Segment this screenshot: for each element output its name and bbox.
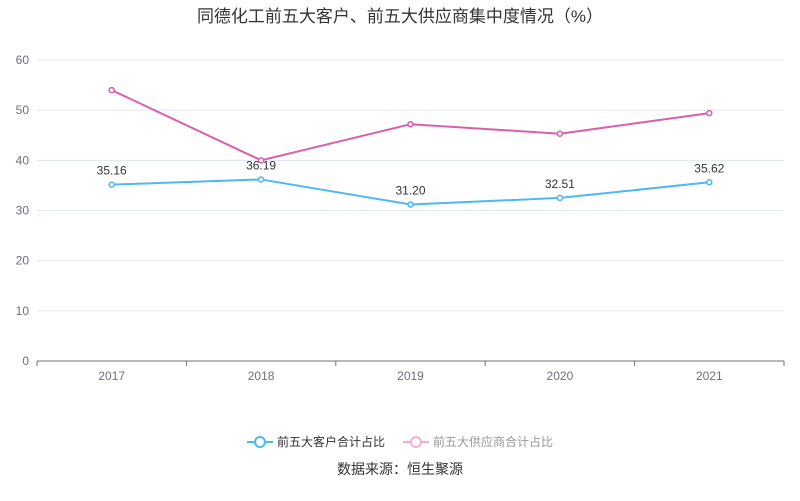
x-tick-label: 2019 [397, 369, 424, 383]
data-point [257, 176, 265, 183]
data-label: 35.16 [97, 164, 127, 178]
data-point [108, 181, 115, 188]
y-tick-label: 30 [16, 204, 30, 218]
data-label: 32.51 [545, 177, 575, 191]
y-tick-label: 50 [16, 103, 30, 117]
data-point [556, 130, 564, 137]
x-tick-label: 2017 [98, 369, 125, 383]
y-tick-label: 0 [22, 354, 29, 368]
y-tick-label: 10 [16, 304, 30, 318]
legend-line-circle-icon [403, 435, 429, 448]
legend-item-customers[interactable]: 前五大客户合计占比 [246, 433, 385, 450]
data-point [407, 120, 414, 128]
legend-label: 前五大供应商合计占比 [433, 435, 554, 449]
data-label: 31.20 [395, 183, 425, 197]
y-tick-label: 20 [16, 254, 30, 268]
x-tick-label: 2018 [248, 369, 275, 383]
legend-line-circle-icon [246, 435, 273, 448]
data-point [706, 109, 713, 117]
x-tick-label: 2021 [696, 369, 723, 383]
y-tick-label: 40 [16, 153, 30, 167]
legend: 前五大客户合计占比 前五大供应商合计占比 [0, 433, 800, 450]
y-tick-label: 60 [16, 53, 30, 67]
data-point [257, 157, 265, 164]
data-point [706, 179, 713, 186]
legend-item-suppliers[interactable]: 前五大供应商合计占比 [403, 433, 553, 450]
data-point [407, 201, 414, 208]
chart-title: 同德化工前五大客户、前五大供应商集中度情况（%） [196, 7, 604, 26]
data-label: 36.19 [246, 158, 276, 172]
data-point [556, 194, 564, 202]
x-tick-label: 2020 [547, 369, 574, 383]
legend-label: 前五大客户合计占比 [276, 435, 385, 449]
data-source: 数据来源：恒生聚源 [337, 461, 463, 477]
line-chart: 0 10 20 30 40 50 60 2017 2018 2019 2020 2021 35.16 36… [16, 53, 785, 383]
data-point [108, 86, 115, 94]
data-label: 35.62 [694, 161, 724, 175]
